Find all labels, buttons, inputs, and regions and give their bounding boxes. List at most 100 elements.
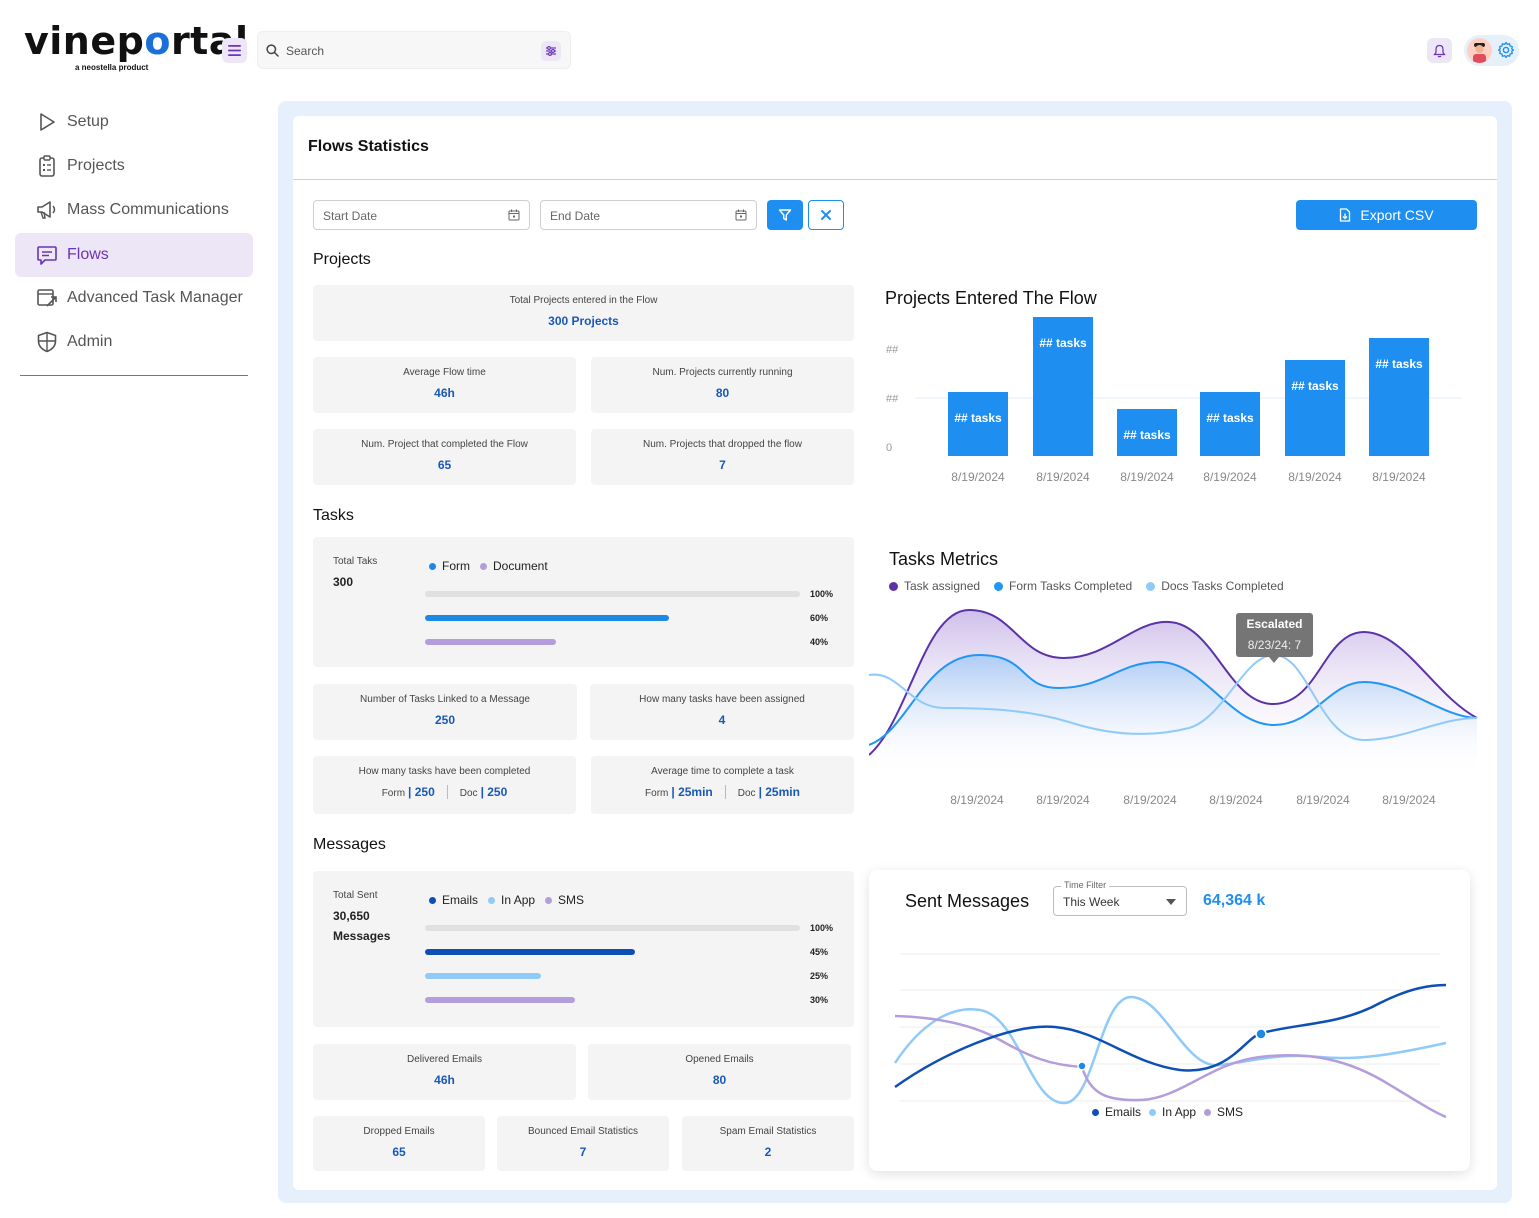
docs-tasks-line: [869, 653, 1478, 742]
sidebar-item-flows[interactable]: Flows: [15, 233, 253, 277]
search-bar[interactable]: Search: [257, 31, 571, 69]
sidebar-item-label: Flows: [67, 246, 109, 263]
bar[interactable]: [1033, 317, 1093, 456]
x-tick-label: 8/19/2024: [1036, 470, 1090, 484]
bell-icon: [1433, 44, 1446, 57]
chevron-down-icon: [1166, 899, 1176, 905]
x-tick-label: 8/19/2024: [1120, 470, 1174, 484]
card-label: Num. Projects currently running: [652, 367, 793, 378]
card-label: Delivered Emails: [406, 1054, 483, 1065]
emails-line: [894, 983, 1447, 1089]
sidebar-item-advanced-task-manager[interactable]: Advanced Task Manager: [15, 276, 253, 320]
tasks-heading: Tasks: [313, 507, 354, 524]
export-csv-button[interactable]: Export CSV: [1296, 200, 1477, 230]
card-value: 80: [712, 1073, 727, 1087]
y-tick-label: 0: [886, 442, 892, 454]
card-value: 250: [434, 713, 456, 727]
sidebar-item-mass-communications[interactable]: Mass Communications: [15, 188, 253, 232]
projects-heading: Projects: [313, 251, 371, 268]
card-split-values: Form | 250 Doc | 250: [313, 785, 576, 799]
bar-label: ## tasks: [1039, 336, 1087, 350]
tasks-linked-card: Number of Tasks Linked to a Message 250: [313, 684, 577, 740]
bar[interactable]: [948, 392, 1008, 456]
legend-item-task-assigned: Task assigned: [889, 579, 980, 593]
y-tick-label: ##: [886, 393, 899, 405]
search-input[interactable]: Search: [286, 44, 325, 58]
projects-dropped-card: Num. Projects that dropped the flow 7: [591, 429, 854, 485]
legend-label: Docs Tasks Completed: [1161, 579, 1284, 593]
legend-label: Document: [493, 559, 548, 573]
shield-icon: [32, 331, 62, 353]
card-label: Total Projects entered in the Flow: [509, 295, 658, 306]
form-label: Form: [645, 788, 669, 799]
card-label: Average time to complete a task: [651, 766, 794, 777]
data-point[interactable]: [1077, 1061, 1087, 1071]
total-sent-card: Total Sent 30,650 Messages Emails In App…: [313, 871, 854, 1027]
sidebar-item-projects[interactable]: Projects: [15, 144, 253, 188]
progress-percent: 40%: [810, 637, 829, 647]
sidebar-item-admin[interactable]: Admin: [15, 320, 253, 364]
sidebar-item-label: Projects: [67, 157, 125, 174]
time-filter-value: This Week: [1063, 895, 1120, 909]
search-icon: [266, 44, 279, 57]
progress-bar: [425, 615, 669, 621]
time-filter-select[interactable]: Time Filter This Week: [1053, 880, 1187, 916]
bar[interactable]: [1117, 409, 1177, 456]
doc-label: Doc: [737, 788, 756, 799]
x-tick-label: 8/19/2024: [1123, 793, 1177, 807]
filter-icon: [778, 209, 792, 221]
start-date-field[interactable]: Start Date: [313, 200, 530, 230]
user-menu[interactable]: [1464, 35, 1519, 66]
progress-percent: 100%: [810, 923, 834, 933]
card-label: Num. Projects that dropped the flow: [643, 439, 802, 450]
calendar-icon[interactable]: [735, 209, 747, 221]
legend-label: In App: [1162, 1105, 1197, 1119]
bar[interactable]: [1200, 392, 1260, 456]
x-tick-label: 8/19/2024: [1372, 470, 1426, 484]
data-point[interactable]: [1255, 1028, 1267, 1040]
legend-label: Task assigned: [904, 579, 981, 593]
progress-bar: [425, 949, 635, 955]
bar-label: ## tasks: [1375, 357, 1423, 371]
menu-toggle-button[interactable]: [222, 38, 247, 63]
legend-label: In App: [501, 893, 536, 907]
sent-messages-title: Sent Messages: [905, 891, 1030, 911]
close-icon: [821, 210, 831, 220]
time-filter-label: Time Filter: [1061, 880, 1110, 890]
x-tick-label: 8/19/2024: [950, 793, 1004, 807]
avg-flow-time-card: Average Flow time 46h: [313, 357, 576, 413]
end-date-field[interactable]: End Date: [540, 200, 757, 230]
sent-messages-card: [869, 870, 1470, 1171]
total-sent-value: 30,650: [333, 909, 370, 923]
apply-filter-button[interactable]: [767, 200, 803, 230]
tooltip-title: Escalated: [1246, 617, 1303, 631]
card-value: 7: [719, 458, 726, 472]
search-filter-button[interactable]: [541, 41, 561, 61]
x-tick-label: 8/19/2024: [1288, 470, 1342, 484]
sidebar-item-setup[interactable]: Setup: [15, 100, 253, 144]
clear-filter-button[interactable]: [808, 200, 844, 230]
card-label: How many tasks have been assigned: [639, 694, 805, 705]
notifications-button[interactable]: [1427, 38, 1452, 63]
gear-icon[interactable]: [1497, 41, 1515, 59]
avatar[interactable]: [1467, 38, 1492, 63]
card-value: 46h: [434, 1073, 455, 1087]
bar[interactable]: [1285, 360, 1345, 456]
bar-label: ## tasks: [954, 411, 1002, 425]
tooltip-arrow: [1269, 657, 1279, 663]
x-tick-label: 8/19/2024: [951, 470, 1005, 484]
sent-messages-chart: MonTueWedThuFri: [893, 953, 1447, 1119]
form-tasks-line: [869, 653, 1478, 746]
tasks-legend: Form Document: [429, 559, 558, 573]
legend-label: SMS: [1217, 1105, 1244, 1119]
task-assigned-line: [869, 608, 1478, 756]
card-label: Bounced Email Statistics: [527, 1126, 639, 1137]
calendar-icon[interactable]: [508, 209, 520, 221]
sms-line: [894, 1014, 1447, 1119]
progress-percent: 25%: [810, 971, 829, 981]
megaphone-icon: [32, 200, 62, 220]
card-value: 300 Projects: [548, 314, 619, 328]
bar[interactable]: [1369, 338, 1429, 456]
delivered-emails-card: Delivered Emails 46h: [313, 1044, 576, 1100]
progress-percent: 45%: [810, 947, 829, 957]
